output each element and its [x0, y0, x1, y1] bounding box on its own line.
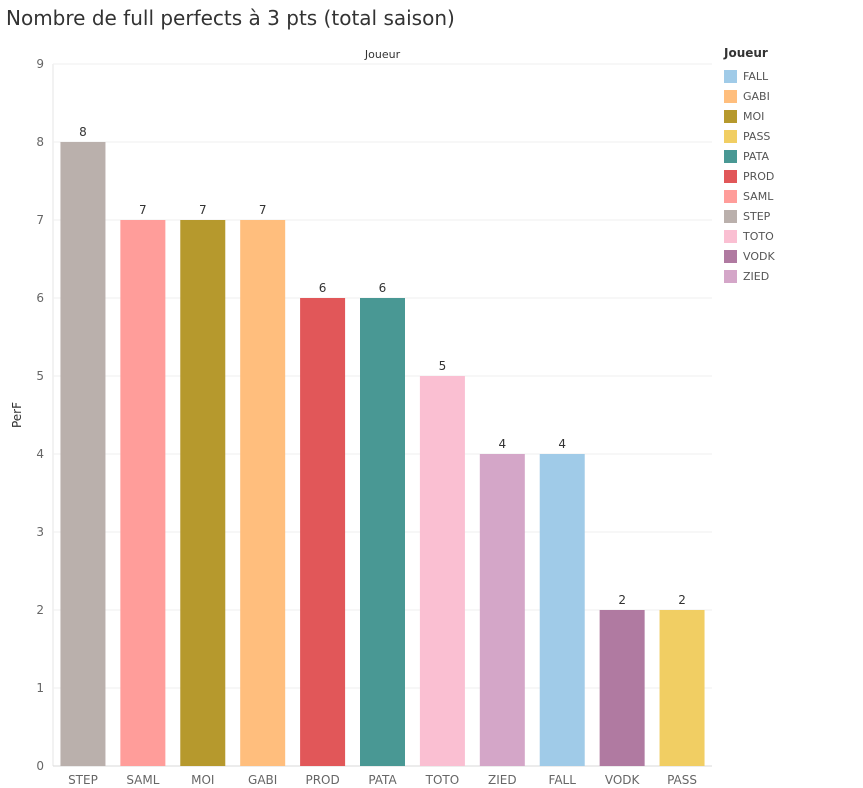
legend-item-gabi[interactable]: GABI [724, 86, 854, 106]
y-tick-label: 7 [36, 213, 44, 227]
data-label-pass: 2 [678, 593, 686, 607]
data-label-fall: 4 [558, 437, 566, 451]
legend: Joueur FALL GABI MOI PASS PATA PROD SAML STEP TO… [724, 46, 854, 286]
legend-item-vodk[interactable]: VODK [724, 246, 854, 266]
y-axis-title: PerF [10, 402, 24, 428]
bar-pass [659, 610, 705, 766]
legend-item-zied[interactable]: ZIED [724, 266, 854, 286]
x-tick-label-step: STEP [68, 773, 98, 787]
x-tick-label-zied: ZIED [488, 773, 517, 787]
y-tick-label: 0 [36, 759, 44, 773]
y-tick-label: 8 [36, 135, 44, 149]
bar-gabi [240, 220, 286, 766]
legend-swatch [724, 189, 737, 203]
legend-swatch [724, 109, 737, 123]
legend-label: STEP [743, 209, 771, 223]
x-tick-label-pata: PATA [368, 773, 397, 787]
legend-title: Joueur [724, 46, 768, 60]
legend-label: SAML [743, 189, 774, 203]
legend-swatch [724, 149, 737, 163]
legend-item-pata[interactable]: PATA [724, 146, 854, 166]
legend-item-step[interactable]: STEP [724, 206, 854, 226]
legend-swatch [724, 209, 737, 223]
legend-swatch [724, 169, 737, 183]
bar-pata [360, 298, 405, 766]
y-tick-label: 9 [36, 57, 44, 71]
y-tick-label: 4 [36, 447, 44, 461]
legend-item-moi[interactable]: MOI [724, 106, 854, 126]
legend-swatch [724, 229, 737, 243]
column-header: Joueur [364, 48, 401, 61]
legend-label: MOI [743, 109, 765, 123]
data-label-saml: 7 [139, 203, 147, 217]
legend-item-toto[interactable]: TOTO [724, 226, 854, 246]
data-label-zied: 4 [498, 437, 506, 451]
x-tick-label-moi: MOI [191, 773, 214, 787]
legend-item-pass[interactable]: PASS [724, 126, 854, 146]
legend-item-fall[interactable]: FALL [724, 66, 854, 86]
legend-label: PASS [743, 129, 771, 143]
data-label-prod: 6 [319, 281, 327, 295]
x-tick-label-prod: PROD [305, 773, 339, 787]
legend-items: FALL GABI MOI PASS PATA PROD SAML STEP TOTO VODK Z… [724, 66, 854, 286]
data-label-pata: 6 [379, 281, 387, 295]
bar-saml [120, 220, 166, 766]
x-tick-label-saml: SAML [126, 773, 159, 787]
y-tick-label: 3 [36, 525, 44, 539]
chart-title: Nombre de full perfects à 3 pts (total s… [6, 6, 455, 30]
legend-label: ZIED [743, 269, 770, 283]
y-tick-label: 5 [36, 369, 44, 383]
x-tick-label-toto: TOTO [425, 773, 460, 787]
legend-swatch [724, 89, 737, 103]
legend-swatch [724, 269, 737, 283]
x-tick-label-pass: PASS [667, 773, 697, 787]
data-label-gabi: 7 [259, 203, 267, 217]
bar-moi [180, 220, 226, 766]
legend-item-prod[interactable]: PROD [724, 166, 854, 186]
data-label-step: 8 [79, 125, 87, 139]
bar-toto [419, 376, 465, 766]
y-tick-label: 1 [36, 681, 44, 695]
legend-item-saml[interactable]: SAML [724, 186, 854, 206]
data-label-moi: 7 [199, 203, 207, 217]
y-tick-label: 6 [36, 291, 44, 305]
x-tick-label-fall: FALL [549, 773, 577, 787]
bar-vodk [599, 610, 645, 766]
x-tick-label-gabi: GABI [248, 773, 277, 787]
bar-zied [479, 454, 525, 766]
legend-label: PATA [743, 149, 769, 163]
data-label-toto: 5 [439, 359, 447, 373]
legend-swatch [724, 249, 737, 263]
legend-swatch [724, 129, 737, 143]
legend-label: VODK [743, 249, 775, 263]
bar-prod [300, 298, 346, 766]
x-tick-label-vodk: VODK [605, 773, 641, 787]
bar-step [60, 142, 106, 766]
legend-swatch [724, 69, 737, 83]
legend-label: GABI [743, 89, 770, 103]
legend-label: FALL [743, 69, 769, 83]
legend-label: PROD [743, 169, 775, 183]
legend-label: TOTO [743, 229, 774, 243]
bar-fall [539, 454, 585, 766]
data-label-vodk: 2 [618, 593, 626, 607]
y-tick-label: 2 [36, 603, 44, 617]
